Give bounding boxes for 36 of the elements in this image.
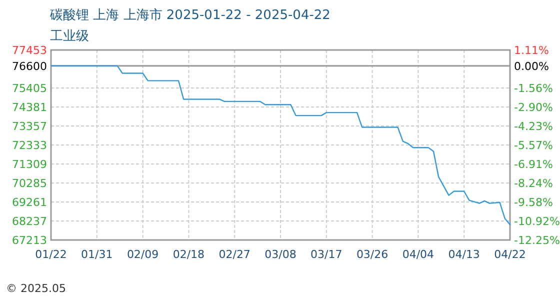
y2-tick-label: 0.00% [514, 60, 549, 73]
y2-tick-label: -12.25% [514, 234, 560, 247]
x-tick-label: 02/18 [172, 248, 205, 261]
x-tick-label: 03/08 [264, 248, 296, 261]
x-tick-label: 02/09 [126, 248, 159, 261]
y-tick-label: 70285 [12, 177, 47, 190]
x-tick-label: 01/22 [35, 248, 67, 261]
y2-tick-label: -1.56% [514, 82, 553, 95]
y2-tick-label: -6.91% [514, 158, 553, 172]
y-tick-label: 75405 [12, 82, 47, 95]
y-tick-label: 74381 [12, 101, 47, 114]
y2-tick-label: -4.23% [514, 120, 553, 133]
y-tick-label: 73357 [12, 120, 47, 133]
x-tick-label: 04/13 [448, 248, 480, 261]
y2-tick-label: 1.11% [514, 44, 549, 57]
y2-tick-label: -5.57% [514, 139, 553, 152]
text: © 2025.05 [6, 282, 66, 295]
chart-title: 碳酸锂 上海 上海市 2025-01-22 - 2025-04-22 [49, 8, 330, 23]
chart-subtitle: 工业级 [50, 29, 89, 44]
y-tick-label: 77453 [12, 44, 47, 57]
x-tick-label: 02/27 [218, 248, 250, 261]
y2-tick-label: -2.90% [514, 101, 553, 114]
x-tick-label: 04/04 [402, 248, 434, 261]
x-tick-label: 04/22 [494, 248, 526, 261]
x-tick-label: 03/17 [310, 248, 342, 261]
y-tick-label: 72333 [12, 139, 47, 152]
y2-tick-label: -9.58% [514, 196, 553, 210]
x-tick-label: 03/26 [356, 248, 388, 261]
y-tick-label: 67213 [12, 234, 47, 247]
y-tick-label: 71309 [12, 158, 47, 171]
y-tick-label: 69261 [12, 196, 47, 209]
x-tick-label: 01/31 [81, 248, 113, 261]
y2-tick-label: -10.92% [514, 215, 560, 228]
y-tick-label: 68237 [12, 215, 47, 228]
y-tick-label: 76600 [12, 60, 47, 73]
y2-tick-label: -8.24% [514, 176, 553, 190]
